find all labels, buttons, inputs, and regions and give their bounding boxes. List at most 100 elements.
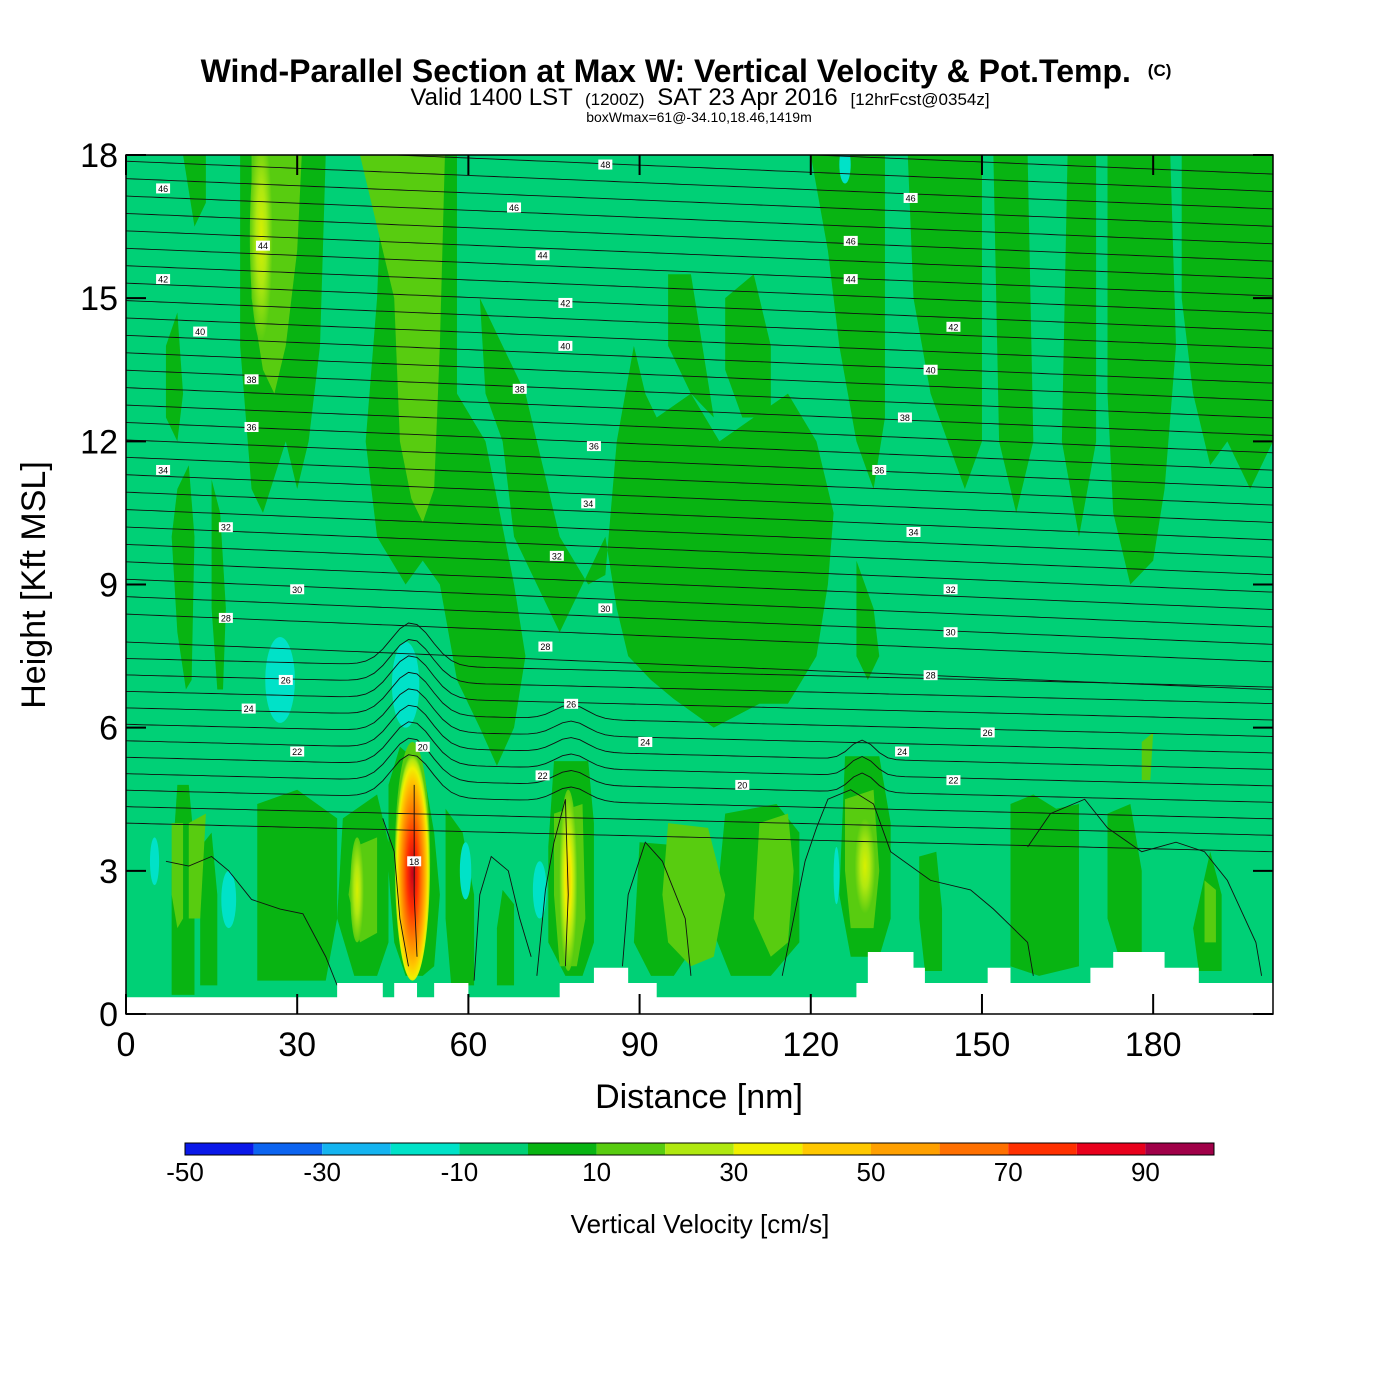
terrain	[126, 951, 1273, 1014]
contour-label-text: 46	[906, 193, 916, 203]
colorbar-tick-label: 90	[1131, 1157, 1160, 1187]
contour-label-box	[507, 202, 522, 213]
contour-label-box	[244, 374, 259, 385]
y-tick-label: 12	[80, 423, 118, 461]
contour-label-box	[244, 422, 259, 433]
contour-label-box	[415, 741, 430, 752]
theta-contour	[126, 806, 1273, 836]
contour-label: 26	[980, 727, 995, 738]
contour-label-text: 32	[552, 551, 562, 561]
y-axis-label: Height [Kft MSL]	[15, 461, 53, 709]
contour-label-box	[512, 383, 527, 394]
updraft-region	[993, 155, 1034, 513]
contour-label: 24	[638, 736, 653, 747]
contour-label: 46	[507, 202, 522, 213]
updraft-region	[445, 808, 475, 986]
theta-contour	[413, 784, 418, 957]
theta-contour	[126, 754, 1273, 820]
contour-label-box	[156, 183, 171, 194]
updraft-region	[1010, 794, 1079, 976]
chart-subtitle-box: boxWmax=61@-34.10,18.46,1419m	[586, 109, 812, 125]
theta-contour	[165, 855, 338, 986]
plot-area: 46 46 48 46 46 44 44 44 42 42 42 40 40 40 38 38 38 36 36 36…	[126, 155, 1273, 1014]
contour-label-text: 28	[926, 671, 936, 681]
contour-label-box	[549, 550, 564, 561]
contour-label: 46	[903, 192, 918, 203]
contour-label-text: 44	[258, 241, 268, 251]
contour-label-text: 32	[221, 523, 231, 533]
contour-label-text: 26	[281, 675, 291, 685]
contour-label: 32	[218, 522, 233, 533]
contour-label-text: 24	[244, 704, 254, 714]
contour-label: 38	[244, 374, 259, 385]
colorbar-segment	[528, 1143, 597, 1155]
contour-label-text: 20	[418, 742, 428, 752]
x-tick-label: 180	[1125, 1026, 1182, 1064]
subtitle-utc: (1200Z)	[585, 90, 645, 109]
theta-contour	[126, 456, 1273, 506]
contour-label-box	[895, 746, 910, 757]
theta-contour	[126, 282, 1273, 332]
downdraft-patch	[149, 837, 160, 886]
colorbar-tick-label: -30	[303, 1157, 341, 1187]
contour-label-box	[638, 736, 653, 747]
contour-label-box	[218, 612, 233, 623]
updraft-region	[496, 889, 515, 986]
contour-label: 24	[241, 703, 256, 714]
theta-contour	[126, 247, 1273, 297]
y-tick-label: 9	[99, 567, 118, 605]
contour-label-text: 40	[926, 365, 936, 375]
subtitle-date: SAT 23 Apr 2016	[657, 84, 838, 111]
title-block: Wind-Parallel Section at Max W: Vertical…	[201, 53, 1172, 125]
contour-label: 30	[598, 603, 613, 614]
contour-label: 40	[923, 364, 938, 375]
subtitle-valid: Valid 1400 LST	[410, 84, 573, 111]
updraft-region-moderate	[662, 823, 726, 967]
theta-contour	[126, 300, 1273, 349]
contour-label-text: 20	[737, 780, 747, 790]
downdraft-patch	[459, 842, 472, 900]
theta-contour	[803, 155, 1273, 175]
contour-label: 36	[244, 422, 259, 433]
contour-label: 46	[156, 183, 171, 194]
contour-label-box	[407, 856, 422, 867]
updraft-region	[856, 560, 880, 680]
theta-contour	[126, 317, 1273, 367]
y-tick-label: 0	[99, 996, 118, 1034]
x-tick-label: 150	[954, 1026, 1011, 1064]
y-tick-label: 18	[80, 137, 118, 175]
contour-label-text: 46	[158, 184, 168, 194]
contour-label: 28	[218, 612, 233, 623]
contour-label-text: 36	[874, 465, 884, 475]
contour-label: 38	[512, 383, 527, 394]
updraft-region-moderate	[753, 813, 794, 957]
y-tick-label: 3	[99, 853, 118, 891]
theta-contour	[473, 855, 532, 981]
contour-label-text: 38	[515, 384, 525, 394]
y-tick-label: 6	[99, 710, 118, 748]
contour-label-text: 22	[538, 771, 548, 781]
contour-label-box	[923, 364, 938, 375]
contour-label: 22	[946, 775, 961, 786]
theta-contour	[126, 160, 1273, 210]
contour-label-text: 34	[583, 499, 593, 509]
theta-contour	[126, 613, 1273, 663]
contour-label-box	[290, 746, 305, 757]
theta-contour	[126, 704, 1273, 770]
contour-label-text: 42	[948, 322, 958, 332]
contour-label-box	[598, 159, 613, 170]
colorbar-segment	[939, 1143, 1009, 1155]
contour-label-box	[843, 235, 858, 246]
theta-contour	[126, 352, 1273, 401]
chart-title: Wind-Parallel Section at Max W: Vertical…	[201, 53, 1172, 89]
contour-label-box	[903, 192, 918, 203]
contour-label: 30	[943, 627, 958, 638]
contour-label-text: 30	[292, 585, 302, 595]
contour-label-box	[946, 775, 961, 786]
contour-label-text: 18	[409, 857, 419, 867]
downdraft-patch	[839, 155, 851, 184]
contour-label-text: 40	[195, 327, 205, 337]
colorbar-tick-label: -10	[441, 1157, 479, 1187]
